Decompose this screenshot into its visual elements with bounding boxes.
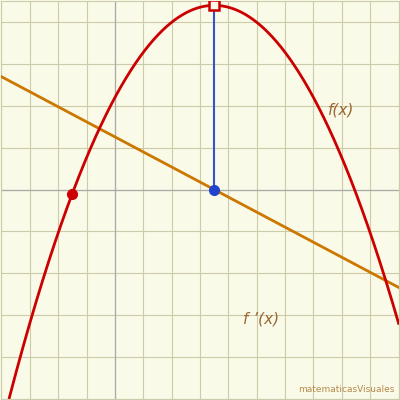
Text: f(x): f(x)	[328, 102, 354, 117]
Text: matematicasVisuales: matematicasVisuales	[298, 386, 394, 394]
Text: f ’(x): f ’(x)	[242, 311, 279, 326]
